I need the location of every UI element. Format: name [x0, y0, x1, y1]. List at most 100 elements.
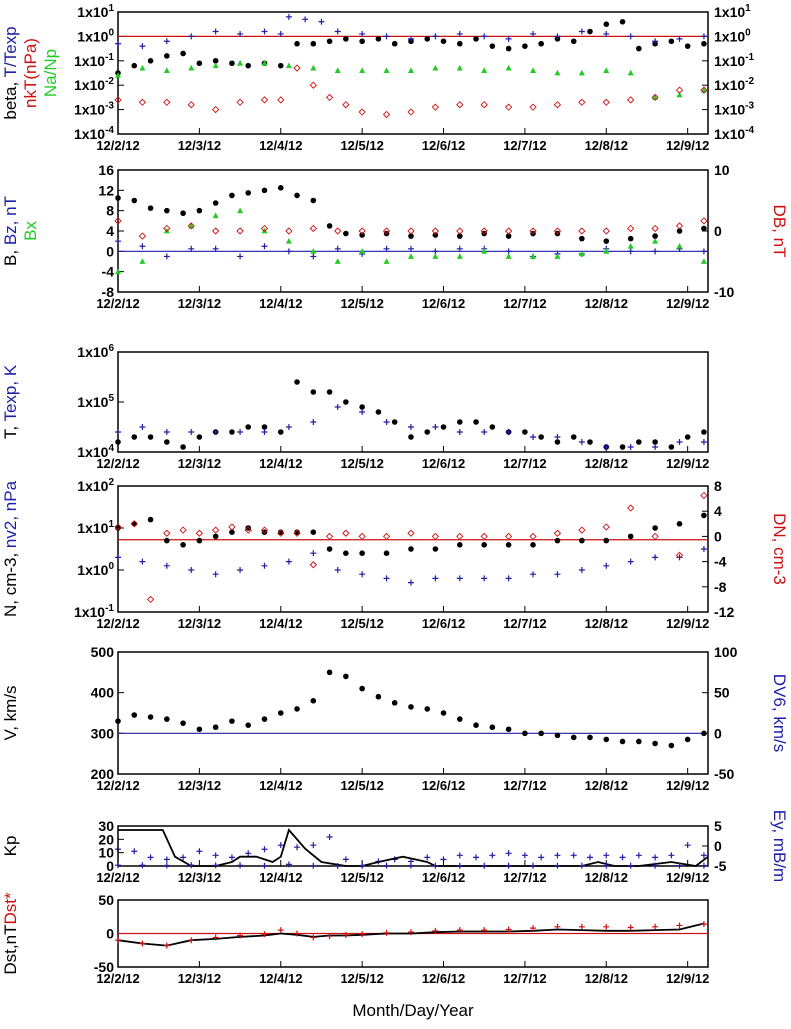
data-point: [277, 927, 284, 934]
data-point: [538, 40, 544, 47]
data-point: [147, 434, 154, 440]
data-point: [180, 720, 186, 726]
y-axis-label: Dst,nTDst*: [1, 892, 20, 975]
series-red-diamond: [114, 217, 708, 240]
data-point: [229, 718, 235, 724]
data-point: [603, 30, 610, 37]
data-point: [359, 571, 366, 578]
data-point: [309, 81, 317, 89]
x-tick-label: 12/9/12: [666, 870, 709, 885]
y-tick-label: 1x105: [77, 393, 114, 410]
data-point: [700, 491, 708, 500]
data-point: [294, 379, 300, 385]
data-point: [212, 28, 219, 35]
data-point: [684, 842, 691, 849]
series-black-dot: [115, 512, 707, 556]
data-point: [570, 734, 577, 741]
x-tick-label: 12/2/12: [96, 456, 139, 471]
data-point: [212, 934, 219, 941]
data-point: [391, 40, 398, 47]
data-point: [130, 520, 138, 528]
data-point: [700, 862, 707, 869]
y-right-tick-label: 8: [714, 478, 722, 494]
data-point: [652, 554, 659, 561]
data-point: [652, 38, 659, 45]
data-point: [180, 854, 187, 861]
data-point: [603, 562, 610, 569]
data-point: [359, 30, 366, 37]
data-point: [131, 434, 138, 440]
data-point: [115, 72, 121, 78]
data-point: [676, 922, 683, 929]
data-point: [431, 532, 440, 541]
x-tick-label: 12/9/12: [666, 456, 709, 471]
data-point: [180, 50, 186, 57]
y-right-tick-label: 1x10-3: [714, 101, 754, 118]
data-point: [310, 64, 317, 71]
data-point: [432, 33, 439, 40]
y-tick-label: -50: [94, 959, 114, 975]
data-point: [229, 192, 235, 199]
data-point: [627, 96, 635, 104]
y-axis-label-3: Na/Np: [41, 49, 60, 97]
data-point: [652, 525, 658, 531]
data-point: [530, 542, 536, 548]
data-point: [636, 439, 642, 445]
data-point: [570, 38, 577, 45]
data-point: [302, 16, 309, 23]
y-tick-label: 1x101: [77, 519, 114, 536]
data-point: [163, 429, 170, 435]
data-point: [139, 862, 146, 869]
data-point: [432, 862, 439, 869]
x-tick-label: 12/8/12: [585, 778, 628, 793]
data-point: [587, 439, 593, 445]
data-point: [554, 253, 561, 259]
data-point: [310, 419, 317, 425]
data-point: [578, 227, 586, 235]
data-point: [651, 93, 659, 102]
data-point: [326, 669, 333, 676]
data-point: [163, 224, 171, 233]
data-point: [481, 575, 488, 582]
data-point: [456, 40, 463, 47]
data-point: [164, 207, 170, 214]
data-point: [505, 253, 512, 259]
panel-field: 12/2/12 12/3/12 12/4/12 12/5/12 12/6/12 12/7/…: [1, 169, 789, 311]
data-point: [163, 253, 170, 260]
series-red-diamond: [114, 64, 708, 119]
y-axis-label: B, Bz, nT: [1, 196, 20, 266]
data-point: [293, 64, 301, 72]
data-point: [627, 504, 635, 512]
data-point: [652, 248, 659, 255]
data-point: [180, 542, 186, 548]
x-tick-label: 12/2/12: [96, 296, 139, 311]
data-point: [554, 571, 561, 578]
data-point: [652, 923, 659, 930]
data-point: [456, 716, 463, 722]
data-point: [115, 238, 121, 245]
data-point: [261, 60, 268, 66]
data-point: [668, 742, 675, 749]
data-point: [432, 575, 439, 582]
data-point: [212, 526, 220, 534]
x-tick-label: 12/7/12: [503, 456, 546, 471]
y-tick-label: 10: [98, 845, 114, 861]
panel-frame: [117, 169, 709, 293]
data-point: [701, 225, 707, 232]
data-point: [326, 389, 333, 395]
data-point: [188, 429, 195, 435]
data-point: [521, 852, 528, 859]
data-point: [115, 439, 121, 445]
series-green-triangle: [115, 60, 707, 100]
data-point: [627, 224, 635, 233]
data-point: [505, 64, 512, 71]
data-point: [480, 101, 488, 109]
data-point: [139, 243, 146, 250]
x-tick-label: 12/6/12: [422, 778, 465, 793]
x-tick-label: 12/3/12: [178, 616, 221, 631]
x-tick-label: 12/5/12: [340, 870, 383, 885]
data-point: [627, 248, 634, 255]
x-tick-label: 12/4/12: [259, 778, 302, 793]
data-point: [326, 223, 333, 229]
data-point: [676, 521, 683, 527]
